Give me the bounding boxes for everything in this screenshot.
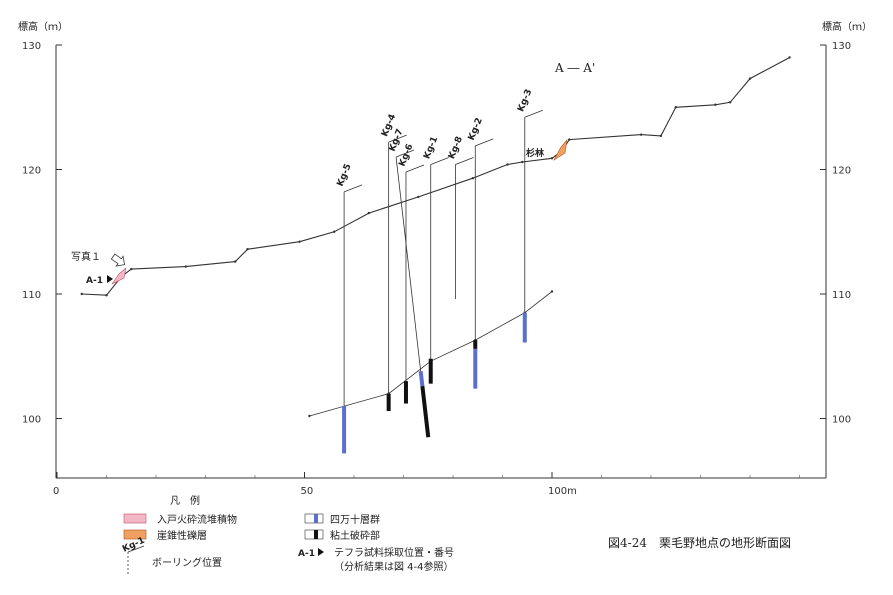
profile-point: [568, 138, 571, 141]
borehole-leader: [455, 157, 474, 165]
legend-swatch-pumice: [123, 513, 147, 524]
y-tick-label-left: 100: [22, 415, 41, 426]
profile-point: [674, 106, 677, 109]
profile-lines: [80, 56, 791, 418]
legend-item-tephra-note: （分析結果は図 4-4参照）: [334, 560, 454, 573]
y-ticks-right: 130 120 110 100: [820, 41, 851, 426]
y-tick-label-left: 130: [22, 41, 41, 52]
borehole-label: Kg-5: [336, 163, 354, 188]
legend-item-clay: 粘土破砕部: [330, 529, 380, 542]
profile-point: [550, 157, 554, 160]
profile-point: [521, 160, 524, 164]
talus-deposit: [553, 139, 568, 161]
x-tick-label: 100m: [548, 486, 577, 497]
profile-point: [639, 133, 643, 136]
profile-point: [80, 292, 83, 296]
x-ticks: 0 50 100m: [53, 472, 800, 497]
legend-swatch-clay-fill: [314, 530, 318, 539]
legend-swatch-talus: [123, 529, 147, 540]
profile-point: [333, 230, 336, 233]
y-tick-label-left: 120: [22, 166, 41, 177]
y-tick-label-right: 120: [832, 166, 851, 177]
profile-point: [729, 101, 732, 104]
ground-surface-line: [81, 57, 790, 296]
legend-item-talus: 崖錐性礫層: [157, 529, 207, 542]
borehole-leader: [343, 184, 363, 193]
y-tick-label-left: 110: [22, 290, 41, 301]
profile-point: [298, 240, 301, 243]
photo-label: 写真１: [71, 250, 101, 263]
profile-point: [506, 163, 509, 166]
borehole-leader: [395, 149, 415, 158]
borehole-leader: [430, 157, 449, 165]
profile-point: [788, 56, 791, 59]
sample-marker-icon: [107, 275, 113, 283]
y-axis-label-left: 標高（ｍ）: [18, 20, 68, 33]
borehole-label: Kg-3: [516, 88, 534, 113]
clay-segment: [420, 385, 431, 438]
profile-point: [471, 177, 474, 180]
profile-point: [417, 195, 420, 199]
legend-swatch-shimanto-fill: [314, 514, 318, 523]
place-label: 杉林: [526, 147, 545, 159]
y-tick-label-right: 130: [832, 41, 851, 52]
legend-item-boring: ボーリング位置: [152, 556, 222, 569]
legend: 凡 例 入戸火砕流堆積物 崖錐性礫層 Kg-1 ボーリング位置 四万十層群 粘土…: [121, 494, 454, 574]
profile-point: [105, 294, 108, 297]
legend-boring-icon: Kg-1: [121, 536, 146, 574]
legend-title: 凡 例: [170, 494, 200, 507]
basement-top-line: [309, 291, 553, 417]
x-tick-label: 50: [301, 486, 314, 497]
borehole-label: Kg-2: [467, 117, 485, 142]
boreholes: Kg-5Kg-4Kg-7Kg-6 Kg-1 Kg-8Kg-2Kg-3: [336, 88, 543, 454]
profile-point: [308, 414, 311, 418]
legend-item-pumice: 入戸火砕流堆積物: [157, 513, 237, 526]
pumice-flow-deposit: [111, 267, 127, 285]
borehole-leader: [524, 109, 543, 118]
profile-point: [246, 247, 249, 251]
sample-label: A-1: [86, 276, 103, 286]
profile-point: [234, 260, 237, 263]
y-axis-label-right: 標高（ｍ）: [822, 20, 872, 33]
photo-arrow-icon: [110, 253, 126, 267]
profile-point: [659, 134, 663, 138]
profile-point: [748, 77, 752, 80]
legend-sample-code: A-1: [298, 549, 315, 559]
borehole-label: Kg-1: [422, 135, 440, 160]
legend-item-tephra: テフラ試料採取位置・番号: [334, 546, 454, 559]
y-tick-label-right: 110: [832, 290, 851, 301]
legend-sample-icon: [318, 548, 324, 556]
profile-point: [184, 265, 187, 268]
shimanto-segment: [418, 370, 425, 387]
y-ticks-left: 130 120 110 100: [22, 41, 62, 426]
borehole-label: Kg-8: [447, 135, 465, 160]
profile-point: [550, 290, 554, 293]
profile-point: [714, 103, 717, 106]
borehole-leader: [475, 138, 494, 147]
section-label: A ― A': [554, 61, 595, 75]
profile-point: [130, 267, 133, 271]
figure-caption: 図4-24 栗毛野地点の地形断面図: [608, 535, 791, 550]
x-tick-label: 0: [53, 486, 59, 497]
profile-point: [367, 211, 371, 215]
borehole-leader: [388, 134, 407, 143]
y-tick-label-right: 100: [832, 415, 851, 426]
legend-item-shimanto: 四万十層群: [330, 513, 380, 526]
borehole-leader: [405, 164, 425, 173]
borehole-label: Kg-6: [397, 143, 415, 168]
